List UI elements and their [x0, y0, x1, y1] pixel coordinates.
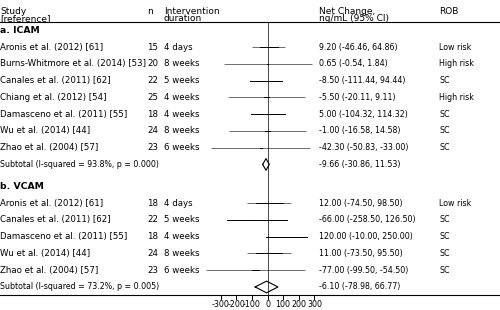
Text: -200: -200 [228, 300, 245, 309]
Text: -42.30 (-50.83, -33.00): -42.30 (-50.83, -33.00) [319, 143, 408, 152]
Text: Burns-Whitmore et al. (2014) [53]: Burns-Whitmore et al. (2014) [53] [0, 60, 146, 69]
Text: 11.00 (-73.50, 95.50): 11.00 (-73.50, 95.50) [319, 249, 402, 258]
Text: Wu et al. (2014) [44]: Wu et al. (2014) [44] [0, 249, 90, 258]
Text: 18: 18 [148, 110, 158, 119]
Text: SC: SC [439, 126, 450, 135]
Text: SC: SC [439, 249, 450, 258]
Text: 100: 100 [276, 300, 290, 309]
Text: High risk: High risk [439, 60, 474, 69]
Text: 8 weeks: 8 weeks [164, 126, 200, 135]
Text: 15: 15 [148, 43, 158, 52]
Text: 4 weeks: 4 weeks [164, 93, 200, 102]
Text: 20: 20 [148, 60, 158, 69]
Text: -6.10 (-78.98, 66.77): -6.10 (-78.98, 66.77) [319, 282, 400, 291]
Text: Damasceno et al. (2011) [55]: Damasceno et al. (2011) [55] [0, 232, 127, 241]
Text: High risk: High risk [439, 93, 474, 102]
Text: Low risk: Low risk [439, 199, 471, 208]
Text: n: n [148, 7, 153, 16]
Text: a. ICAM: a. ICAM [0, 26, 40, 35]
Text: Canales et al. (2011) [62]: Canales et al. (2011) [62] [0, 215, 110, 224]
Text: ROB: ROB [439, 7, 458, 16]
Text: Aronis et al. (2012) [61]: Aronis et al. (2012) [61] [0, 43, 103, 52]
Text: Aronis et al. (2012) [61]: Aronis et al. (2012) [61] [0, 199, 103, 208]
Text: 200: 200 [291, 300, 306, 309]
Text: -100: -100 [243, 300, 261, 309]
Text: SC: SC [439, 110, 450, 119]
Text: 22: 22 [148, 215, 158, 224]
Text: 8 weeks: 8 weeks [164, 249, 200, 258]
Text: -300: -300 [212, 300, 230, 309]
Text: 12.00 (-74.50, 98.50): 12.00 (-74.50, 98.50) [319, 199, 402, 208]
Text: 0.65 (-0.54, 1.84): 0.65 (-0.54, 1.84) [319, 60, 388, 69]
Text: Canales et al. (2011) [62]: Canales et al. (2011) [62] [0, 76, 110, 85]
Text: Low risk: Low risk [439, 43, 471, 52]
Text: 23: 23 [148, 266, 158, 275]
Text: SC: SC [439, 143, 450, 152]
Text: Damasceno et al. (2011) [55]: Damasceno et al. (2011) [55] [0, 110, 127, 119]
Text: SC: SC [439, 76, 450, 85]
Text: 25: 25 [148, 93, 158, 102]
Text: 5.00 (-104.32, 114.32): 5.00 (-104.32, 114.32) [319, 110, 408, 119]
Text: Subtotal (I-squared = 93.8%, p = 0.000): Subtotal (I-squared = 93.8%, p = 0.000) [0, 160, 159, 169]
Text: b. VCAM: b. VCAM [0, 182, 44, 191]
Text: 24: 24 [148, 126, 158, 135]
Text: 18: 18 [148, 232, 158, 241]
Text: -5.50 (-20.11, 9.11): -5.50 (-20.11, 9.11) [319, 93, 396, 102]
Text: 5 weeks: 5 weeks [164, 76, 200, 85]
Text: ng/mL (95% CI): ng/mL (95% CI) [319, 14, 389, 23]
Text: -9.66 (-30.86, 11.53): -9.66 (-30.86, 11.53) [319, 160, 400, 169]
Text: Intervention: Intervention [164, 7, 220, 16]
Text: 6 weeks: 6 weeks [164, 143, 200, 152]
Text: Zhao et al. (2004) [57]: Zhao et al. (2004) [57] [0, 143, 98, 152]
Text: -77.00 (-99.50, -54.50): -77.00 (-99.50, -54.50) [319, 266, 408, 275]
Text: 4 days: 4 days [164, 199, 192, 208]
Text: 4 days: 4 days [164, 43, 192, 52]
Text: duration: duration [164, 14, 202, 23]
Text: 4 weeks: 4 weeks [164, 110, 200, 119]
Text: Wu et al. (2014) [44]: Wu et al. (2014) [44] [0, 126, 90, 135]
Text: 8 weeks: 8 weeks [164, 60, 200, 69]
Text: SC: SC [439, 232, 450, 241]
Text: SC: SC [439, 266, 450, 275]
Text: 22: 22 [148, 76, 158, 85]
Text: Study: Study [0, 7, 26, 16]
Text: 4 weeks: 4 weeks [164, 232, 200, 241]
Text: 6 weeks: 6 weeks [164, 266, 200, 275]
Text: Subtotal (I-squared = 73.2%, p = 0.005): Subtotal (I-squared = 73.2%, p = 0.005) [0, 282, 159, 291]
Text: Chiang et al. (2012) [54]: Chiang et al. (2012) [54] [0, 93, 106, 102]
Text: 24: 24 [148, 249, 158, 258]
Text: 120.00 (-10.00, 250.00): 120.00 (-10.00, 250.00) [319, 232, 413, 241]
Text: -8.50 (-111.44, 94.44): -8.50 (-111.44, 94.44) [319, 76, 406, 85]
Text: 18: 18 [148, 199, 158, 208]
Text: 5 weeks: 5 weeks [164, 215, 200, 224]
Text: Zhao et al. (2004) [57]: Zhao et al. (2004) [57] [0, 266, 98, 275]
Text: [reference]: [reference] [0, 14, 50, 23]
Text: -66.00 (-258.50, 126.50): -66.00 (-258.50, 126.50) [319, 215, 416, 224]
Text: SC: SC [439, 215, 450, 224]
Text: 300: 300 [307, 300, 322, 309]
Text: 0: 0 [265, 300, 270, 309]
Text: 23: 23 [148, 143, 158, 152]
Text: -1.00 (-16.58, 14.58): -1.00 (-16.58, 14.58) [319, 126, 400, 135]
Text: 9.20 (-46.46, 64.86): 9.20 (-46.46, 64.86) [319, 43, 398, 52]
Text: Net Change,: Net Change, [319, 7, 375, 16]
